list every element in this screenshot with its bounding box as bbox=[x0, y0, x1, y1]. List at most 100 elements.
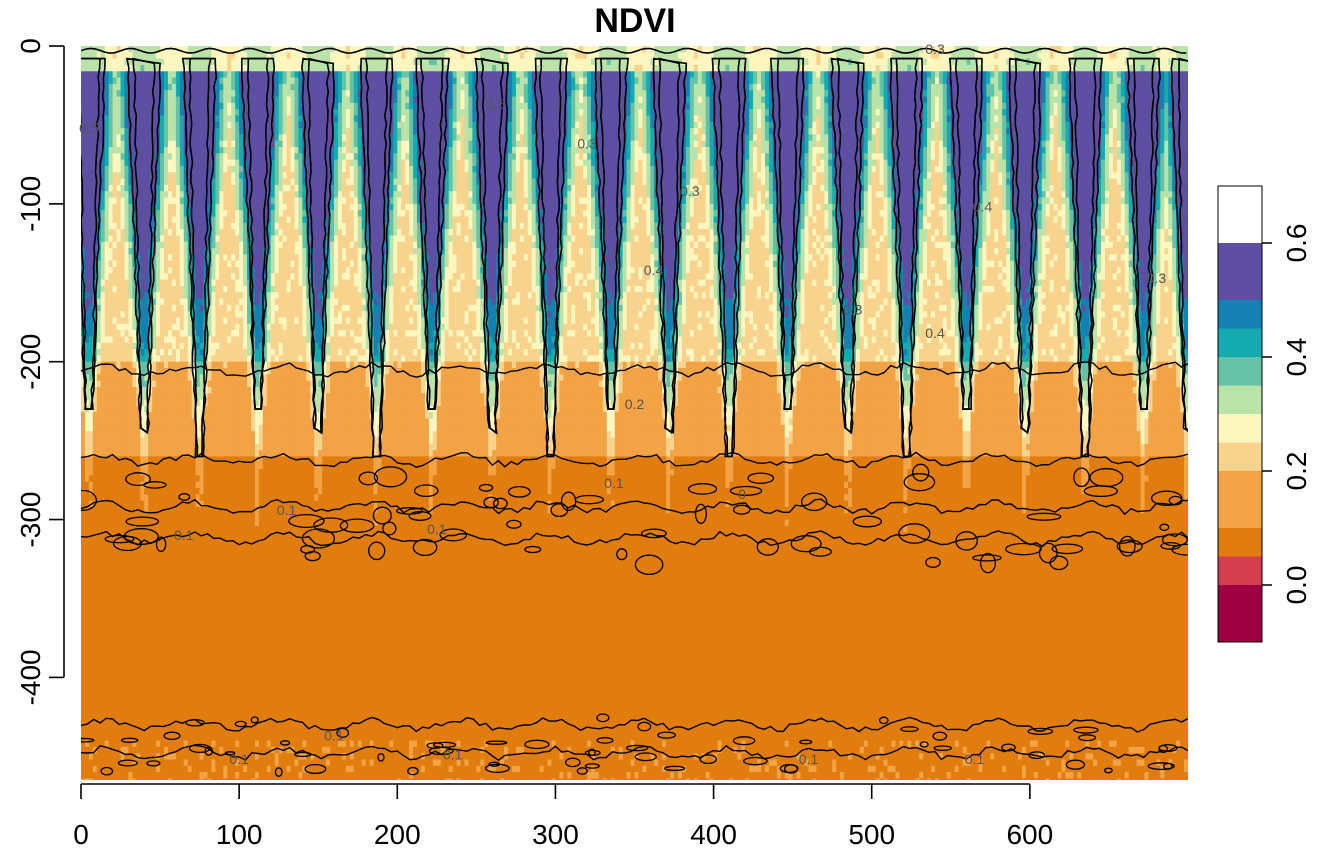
heatmap-cell bbox=[223, 172, 228, 180]
heatmap-cell bbox=[88, 690, 94, 697]
heatmap-cell bbox=[140, 557, 145, 565]
heatmap-cell bbox=[227, 696, 232, 704]
heatmap-cell bbox=[81, 393, 86, 401]
heatmap-cell bbox=[144, 582, 149, 590]
heatmap-cell bbox=[191, 563, 197, 571]
heatmap-cell bbox=[116, 772, 122, 780]
heatmap-cell bbox=[120, 551, 126, 559]
heatmap-cell bbox=[140, 399, 145, 407]
heatmap-cell bbox=[175, 273, 181, 281]
heatmap-cell bbox=[124, 134, 130, 142]
heatmap-cell bbox=[231, 393, 236, 401]
heatmap-cell bbox=[132, 178, 137, 186]
heatmap-cell bbox=[100, 393, 106, 401]
heatmap-cell bbox=[167, 582, 173, 590]
heatmap-cell bbox=[235, 311, 240, 319]
heatmap-cell bbox=[84, 746, 90, 754]
heatmap-cell bbox=[140, 159, 145, 167]
heatmap-cell bbox=[179, 677, 185, 685]
heatmap-cell bbox=[239, 582, 244, 590]
heatmap-cell bbox=[183, 664, 189, 672]
heatmap-cell bbox=[128, 576, 133, 584]
heatmap-cell bbox=[148, 746, 153, 754]
heatmap-cell bbox=[183, 759, 189, 767]
heatmap-cell bbox=[148, 658, 153, 666]
heatmap-cell bbox=[112, 614, 118, 622]
heatmap-cell bbox=[235, 412, 240, 420]
heatmap-cell bbox=[160, 374, 165, 382]
heatmap-cell bbox=[92, 538, 98, 546]
heatmap-cell bbox=[96, 683, 102, 691]
heatmap-cell bbox=[171, 254, 177, 262]
heatmap-cell bbox=[179, 746, 185, 754]
heatmap-cell bbox=[235, 405, 240, 413]
heatmap-cell bbox=[116, 317, 122, 325]
heatmap-cell bbox=[132, 317, 137, 325]
heatmap-cell bbox=[231, 544, 236, 552]
heatmap-cell bbox=[199, 405, 205, 413]
heatmap-cell bbox=[112, 229, 118, 237]
heatmap-cell bbox=[179, 64, 185, 72]
heatmap-cell bbox=[171, 191, 177, 199]
heatmap-cell bbox=[243, 544, 248, 552]
heatmap-cell bbox=[223, 620, 228, 628]
heatmap-cell bbox=[203, 645, 209, 653]
heatmap-cell bbox=[195, 317, 201, 325]
heatmap-cell bbox=[132, 607, 137, 615]
heatmap-cell bbox=[191, 456, 197, 464]
heatmap-cell bbox=[215, 229, 220, 237]
heatmap-cell bbox=[156, 323, 161, 331]
heatmap-cell bbox=[116, 96, 122, 104]
heatmap-cell bbox=[81, 753, 86, 761]
heatmap-cell bbox=[156, 203, 161, 211]
heatmap-cell bbox=[167, 412, 173, 420]
heatmap-cell bbox=[148, 241, 153, 249]
heatmap-cell bbox=[243, 304, 248, 312]
heatmap-cell bbox=[164, 361, 169, 369]
heatmap-cell bbox=[81, 683, 86, 691]
heatmap-cell bbox=[247, 58, 252, 66]
heatmap-cell bbox=[156, 210, 161, 218]
heatmap-cell bbox=[96, 273, 102, 281]
heatmap-cell bbox=[81, 248, 86, 255]
heatmap-cell bbox=[136, 753, 141, 761]
heatmap-cell bbox=[136, 191, 141, 199]
heatmap-cell bbox=[136, 134, 141, 142]
heatmap-cell bbox=[81, 90, 86, 98]
heatmap-cell bbox=[164, 456, 169, 464]
heatmap-cell bbox=[243, 532, 248, 540]
heatmap-cell bbox=[112, 740, 118, 748]
heatmap-cell bbox=[227, 311, 232, 319]
heatmap-cell bbox=[231, 456, 236, 464]
heatmap-cell bbox=[167, 165, 173, 173]
heatmap-cell bbox=[152, 412, 157, 420]
heatmap-cell bbox=[136, 708, 141, 716]
heatmap-cell bbox=[148, 71, 153, 79]
heatmap-cell bbox=[116, 140, 122, 148]
heatmap-cell bbox=[164, 71, 169, 79]
heatmap-cell bbox=[183, 361, 189, 369]
heatmap-cell bbox=[148, 595, 153, 603]
heatmap-cell bbox=[219, 222, 224, 230]
heatmap-cell bbox=[88, 52, 94, 60]
heatmap-cell bbox=[223, 431, 228, 439]
heatmap-cell bbox=[152, 633, 157, 641]
heatmap-cell bbox=[239, 330, 244, 338]
heatmap-cell bbox=[199, 77, 205, 85]
heatmap-cell bbox=[92, 620, 98, 628]
heatmap-cell bbox=[116, 601, 122, 609]
heatmap-cell bbox=[247, 500, 252, 508]
heatmap-cell bbox=[92, 652, 98, 660]
heatmap-cell bbox=[247, 443, 252, 451]
heatmap-cell bbox=[211, 589, 217, 596]
heatmap-cell bbox=[96, 645, 102, 653]
heatmap-cell bbox=[187, 595, 193, 603]
heatmap-cell bbox=[243, 58, 248, 66]
heatmap-cell bbox=[148, 90, 153, 98]
heatmap-cell bbox=[219, 525, 224, 533]
heatmap-cell bbox=[191, 349, 197, 356]
heatmap-cell bbox=[247, 266, 252, 274]
heatmap-cell bbox=[92, 772, 98, 780]
heatmap-cell bbox=[100, 336, 106, 344]
heatmap-cell bbox=[211, 708, 217, 716]
